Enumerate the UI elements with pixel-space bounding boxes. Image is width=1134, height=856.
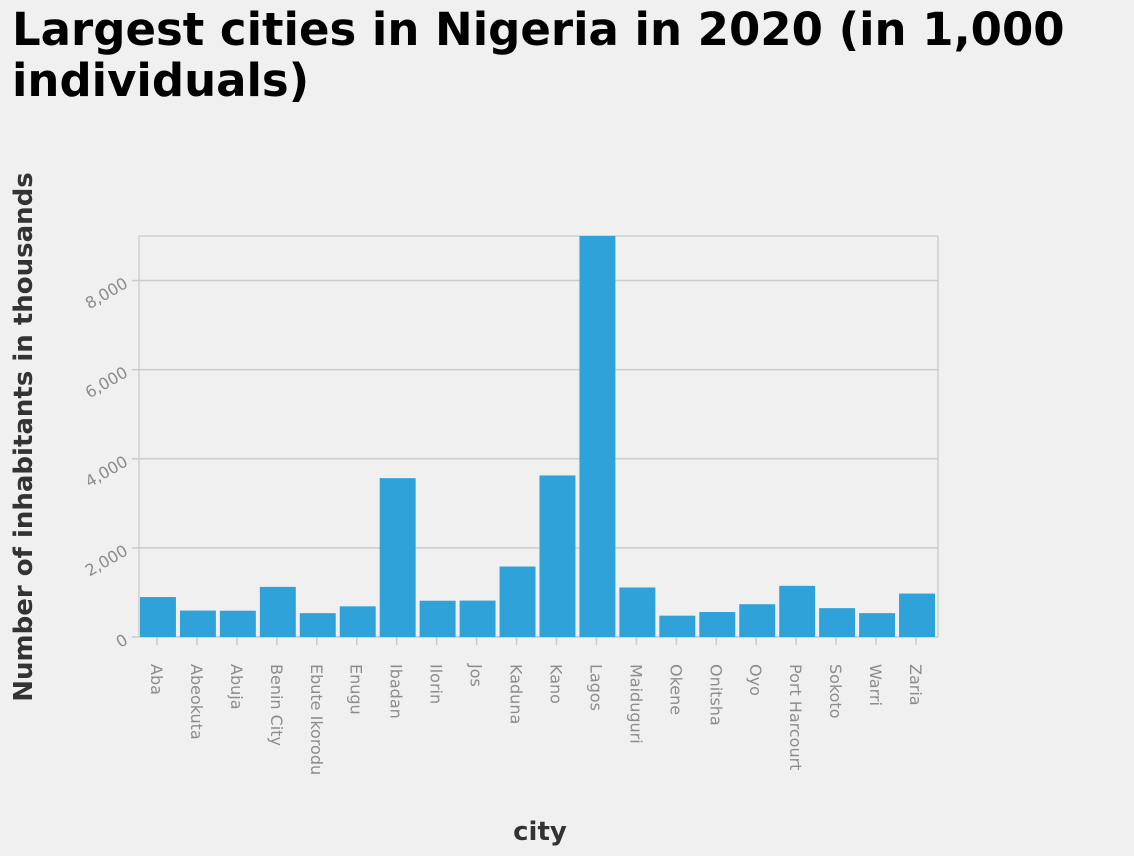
bar <box>179 610 216 637</box>
bar <box>739 604 776 637</box>
bar <box>459 600 496 637</box>
y-tick-label: 8,000 <box>82 274 131 313</box>
bar <box>299 613 336 637</box>
bar <box>499 566 536 637</box>
x-tick-label: Port Harcourt <box>786 664 805 770</box>
x-tick-label: Benin City <box>267 664 286 746</box>
bar <box>379 478 416 637</box>
bar <box>140 597 176 637</box>
y-axis-ticks: 0 2,000 4,000 6,000 8,000 <box>82 274 131 652</box>
bar <box>219 610 256 637</box>
x-tick-label: Jos <box>467 663 486 687</box>
x-tick-label: Onitsha <box>706 664 725 726</box>
bars <box>140 236 935 637</box>
x-axis-title: city <box>513 817 567 847</box>
y-tick-label: 0 <box>113 630 131 652</box>
x-tick-label: Enugu <box>347 664 366 715</box>
x-tick-label: Aba <box>147 664 166 695</box>
bar <box>819 608 856 637</box>
x-tick-label: Kaduna <box>507 664 526 724</box>
bar <box>259 586 296 637</box>
y-tick-label: 2,000 <box>82 541 131 580</box>
x-axis-ticks: Aba Abeokuta Abuja Benin City Ebute Ikorodu E… <box>147 637 925 775</box>
chart-title: Largest cities in Nigeria in 2020 (in 1,… <box>12 3 1065 107</box>
y-tick-label: 4,000 <box>82 452 131 491</box>
bar <box>659 615 696 637</box>
x-tick-label: Zaria <box>906 664 925 706</box>
x-tick-label: Ebute Ikorodu <box>307 664 326 775</box>
x-tick-label: Maiduguri <box>626 664 645 744</box>
bar <box>579 236 616 637</box>
x-tick-label: Ilorin <box>427 664 446 704</box>
y-tick-label: 6,000 <box>82 363 131 402</box>
x-tick-label: Oyo <box>746 664 765 696</box>
x-tick-label: Ibadan <box>387 664 406 719</box>
x-tick-label: Sokoto <box>826 664 845 719</box>
bar <box>619 587 656 637</box>
y-axis-title: Number of inhabitants in thousands <box>9 172 39 702</box>
x-tick-label: Okene <box>666 664 685 715</box>
x-tick-label: Kano <box>546 664 565 704</box>
x-tick-label: Abeokuta <box>187 664 206 740</box>
bar <box>899 593 935 637</box>
bar <box>859 613 896 637</box>
bar <box>699 612 736 637</box>
bar <box>339 606 376 637</box>
bar <box>779 585 816 637</box>
x-tick-label: Lagos <box>586 664 605 711</box>
x-tick-label: Abuja <box>227 664 246 710</box>
x-tick-label: Warri <box>866 664 885 706</box>
bar <box>419 600 456 637</box>
bar <box>539 475 576 637</box>
